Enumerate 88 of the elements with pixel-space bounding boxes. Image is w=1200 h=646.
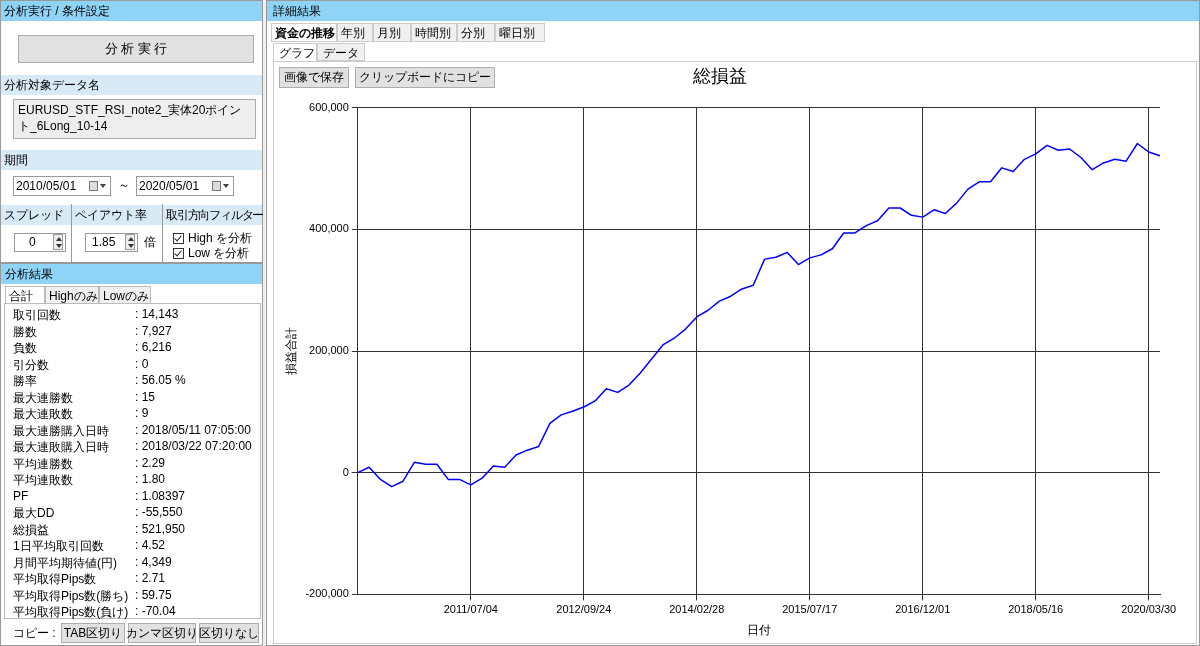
text: 詳細結果 <box>267 1 1199 21</box>
text: : 59.75 <box>135 587 173 604</box>
text: 月間平均期待値(円) <box>13 554 118 571</box>
text: スプレッド <box>1 205 71 225</box>
text: 勝率 <box>13 373 38 389</box>
text: : 6,216 <box>135 340 173 356</box>
text: クリップボードにコピー <box>359 69 491 86</box>
text: 分別 <box>457 23 495 42</box>
text: : 2.29 <box>135 455 167 472</box>
text: Lowのみ <box>99 286 151 304</box>
text: 2010/05/01 <box>16 179 108 193</box>
text: 最大連勝数 <box>13 389 74 406</box>
text: : 521,950 <box>135 521 187 538</box>
text: 分析結果 <box>1 264 262 284</box>
y-tick-label: 600,000 <box>309 100 349 113</box>
text: 取引回数 <box>13 307 62 323</box>
text: : 2018/05/11 07:05:00 <box>135 422 252 439</box>
text: 2020/05/01 <box>139 179 231 193</box>
text: 負数 <box>13 340 38 356</box>
text: データ <box>317 43 365 61</box>
text: 0 <box>29 235 37 249</box>
text: 取引方向フィルター <box>163 205 264 225</box>
text: 月別 <box>373 23 411 42</box>
text: : 56.05 % <box>135 373 187 389</box>
text: : 2018/03/22 07:20:00 <box>135 439 253 455</box>
text: 1日平均取引回数 <box>13 538 105 554</box>
text: 合計 <box>5 286 45 304</box>
text: High を分析 <box>188 230 253 245</box>
text: EURUSD_STF_RSI_note2_実体20ポイント_6Long_10-14 <box>18 102 243 134</box>
text: 曜日別 <box>495 23 545 42</box>
text: PF <box>13 488 30 505</box>
x-tick-label: 2020/03/30 <box>1121 603 1177 616</box>
text: 資金の推移 <box>271 23 337 42</box>
text: 勝数 <box>13 323 38 340</box>
x-tick-label: 2018/05/16 <box>1008 603 1064 616</box>
x-tick-label: 2015/07/17 <box>782 603 838 616</box>
text: 引分数 <box>13 356 50 373</box>
text: : 14,143 <box>135 307 180 323</box>
text: : 7,927 <box>135 323 173 340</box>
text: Highのみ <box>45 286 99 304</box>
text: 総損益 <box>13 521 50 538</box>
text: : 15 <box>135 389 156 406</box>
text: 時間別 <box>411 23 457 42</box>
text: 年別 <box>337 23 373 42</box>
text: 分析対象データ名 <box>1 75 262 95</box>
text: 1.85 <box>92 235 117 249</box>
x-tick-label: 2011/07/04 <box>443 603 498 616</box>
text: カンマ区切り <box>126 624 198 642</box>
text: 区切りなし <box>199 624 259 642</box>
text: 最大DD <box>13 505 56 521</box>
y-tick-label: 0 <box>342 465 349 478</box>
text: 分 析 実 行 <box>104 40 168 58</box>
text: 分析実行 / 条件設定 <box>1 1 262 21</box>
chart-title: 総損益 <box>692 65 747 86</box>
text: 平均取得Pips数(負け) <box>13 604 130 620</box>
x-tick-label: 2012/09/24 <box>556 603 612 616</box>
x-tick-label: 2014/02/28 <box>669 603 725 616</box>
text: コピー : <box>13 625 57 641</box>
text: 平均連敗数 <box>13 472 74 488</box>
text: 最大連敗購入日時 <box>13 439 110 455</box>
x-tick-label: 2016/12/01 <box>895 603 951 616</box>
text: グラフ <box>273 43 317 62</box>
text: Low を分析 <box>188 245 251 260</box>
text: : 4,349 <box>135 554 173 571</box>
text: 平均取得Pips数 <box>13 571 98 587</box>
text: : 1.80 <box>135 472 167 488</box>
text: 最大連勝購入日時 <box>13 422 110 439</box>
text: : 2.71 <box>135 571 167 587</box>
y-axis-title: 損益合計 <box>283 327 298 375</box>
text: 平均連勝数 <box>13 455 74 472</box>
text: : 1.08397 <box>135 488 187 505</box>
text: ～ <box>118 177 131 193</box>
text: 期間 <box>1 150 262 170</box>
y-tick-label: 200,000 <box>309 344 349 357</box>
text: ペイアウト率 <box>72 205 162 225</box>
text: 最大連敗数 <box>13 406 74 422</box>
x-axis-title: 日付 <box>746 623 771 638</box>
text: TAB区切り <box>63 624 123 642</box>
text: : -70.04 <box>135 604 177 620</box>
text: 画像で保存 <box>284 69 344 86</box>
text: 平均取得Pips数(勝ち) <box>13 587 130 604</box>
text: : 4.52 <box>135 538 167 554</box>
text: : 9 <box>135 406 150 422</box>
y-tick-label: 400,000 <box>309 222 349 235</box>
text: 倍 <box>144 234 157 250</box>
y-tick-label: -200,000 <box>305 587 349 600</box>
text: : -55,550 <box>135 505 184 521</box>
text: : 0 <box>135 356 150 373</box>
